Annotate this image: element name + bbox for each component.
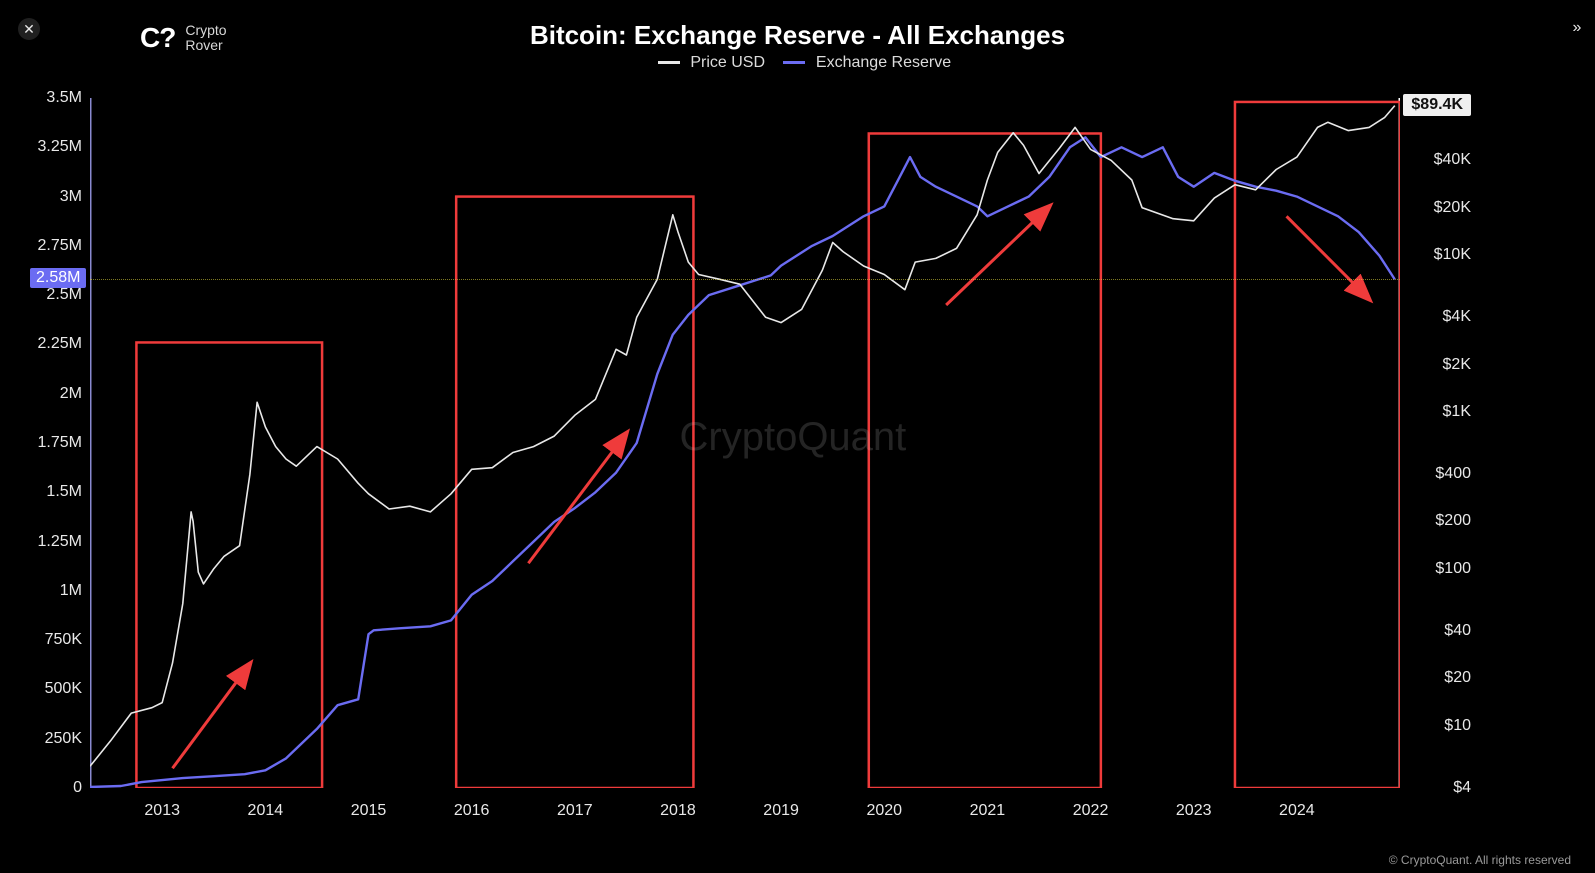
- right-axis-tick: $20: [1444, 669, 1471, 687]
- x-axis-tick: 2017: [557, 802, 593, 820]
- current-price-badge: $89.4K: [1403, 94, 1471, 116]
- chart-legend: Price USD Exchange Reserve: [0, 54, 1595, 72]
- right-axis-tick: $10K: [1434, 246, 1471, 264]
- left-axis-tick: 3.5M: [22, 89, 82, 107]
- left-axis-tick: 2.75M: [22, 237, 82, 255]
- x-axis-tick: 2014: [248, 802, 284, 820]
- left-axis-tick: 750K: [22, 631, 82, 649]
- x-axis-tick: 2021: [970, 802, 1006, 820]
- left-axis-tick: 1.75M: [22, 434, 82, 452]
- right-axis-tick: $2K: [1443, 356, 1471, 374]
- left-axis-tick: 2.25M: [22, 335, 82, 353]
- highlight-box: [869, 133, 1101, 788]
- left-axis-tick: 250K: [22, 730, 82, 748]
- highlight-box: [456, 197, 693, 788]
- chart-plot[interactable]: CryptoQuant: [90, 98, 1400, 788]
- left-axis-tick: 1.25M: [22, 533, 82, 551]
- legend-label-reserve: Exchange Reserve: [816, 54, 951, 71]
- right-axis-tick: $400: [1435, 465, 1471, 483]
- legend-swatch-price: [658, 61, 680, 64]
- trend-arrow: [1287, 216, 1370, 299]
- x-axis-tick: 2013: [144, 802, 180, 820]
- trend-arrow: [528, 433, 626, 563]
- x-axis-tick: 2020: [866, 802, 902, 820]
- left-axis-tick: 3M: [22, 188, 82, 206]
- left-axis-tick: 2.5M: [22, 286, 82, 304]
- highlight-box: [1235, 102, 1400, 788]
- x-axis-tick: 2019: [763, 802, 799, 820]
- highlight-box: [136, 342, 322, 788]
- x-axis-tick: 2024: [1279, 802, 1315, 820]
- right-axis-tick: $40K: [1434, 151, 1471, 169]
- chart-footer-credit: © CryptoQuant. All rights reserved: [1389, 853, 1571, 867]
- current-reserve-badge: 2.58M: [30, 268, 86, 288]
- x-axis-tick: 2023: [1176, 802, 1212, 820]
- right-axis-tick: $20K: [1434, 199, 1471, 217]
- trend-arrow: [946, 206, 1049, 305]
- right-axis-tick: $40: [1444, 622, 1471, 640]
- current-reserve-guideline: [90, 279, 1400, 280]
- x-axis-tick: 2015: [351, 802, 387, 820]
- right-axis-tick: $4: [1453, 779, 1471, 797]
- right-axis-tick: $200: [1435, 512, 1471, 530]
- right-axis-tick: $1K: [1443, 403, 1471, 421]
- left-axis-tick: 500K: [22, 680, 82, 698]
- left-axis-tick: 0: [22, 779, 82, 797]
- left-axis-tick: 2M: [22, 385, 82, 403]
- reserve-line: [90, 137, 1395, 787]
- legend-swatch-reserve: [783, 61, 805, 64]
- right-axis-tick: $4K: [1443, 308, 1471, 326]
- x-axis-tick: 2016: [454, 802, 490, 820]
- legend-label-price: Price USD: [690, 54, 765, 71]
- right-axis-tick: $100: [1435, 560, 1471, 578]
- left-axis-tick: 1M: [22, 582, 82, 600]
- right-axis-tick: $10: [1444, 717, 1471, 735]
- x-axis-tick: 2022: [1073, 802, 1109, 820]
- x-axis-tick: 2018: [660, 802, 696, 820]
- trend-arrow: [173, 664, 250, 768]
- price-line: [90, 106, 1395, 767]
- left-axis-tick: 1.5M: [22, 483, 82, 501]
- chart-title: Bitcoin: Exchange Reserve - All Exchange…: [0, 20, 1595, 51]
- left-axis-tick: 3.25M: [22, 138, 82, 156]
- chart-area: CryptoQuant 0 250K 500K 750K 1M 1.25M 1.5M 1.75…: [22, 90, 1477, 820]
